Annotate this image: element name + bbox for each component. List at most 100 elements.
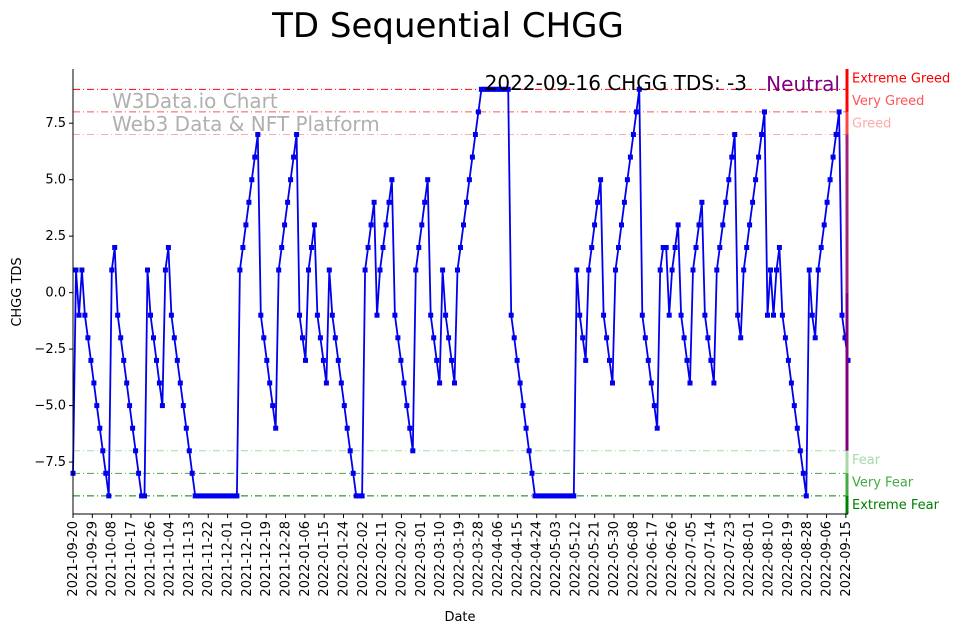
data-point	[94, 403, 100, 409]
data-point	[633, 109, 639, 115]
data-point	[517, 380, 523, 386]
level-lines: Extreme Greed Very Greed Greed Fear Very Fea…	[73, 71, 950, 513]
watermark: W3Data.io Chart Web3 Data & NFT Platform	[112, 89, 380, 136]
data-point	[779, 312, 785, 318]
data-point	[833, 132, 839, 137]
data-point	[577, 312, 583, 318]
data-point	[401, 380, 407, 386]
series-layer	[72, 88, 849, 497]
data-point	[258, 312, 264, 318]
data-point	[690, 267, 696, 273]
data-point	[732, 132, 738, 137]
data-point	[490, 86, 496, 92]
y-tick-label: 2.5	[45, 229, 66, 244]
data-point	[276, 267, 282, 273]
x-tick-label: 2021-11-13	[182, 521, 197, 597]
data-point	[431, 335, 437, 341]
data-point	[705, 335, 711, 341]
data-point	[154, 357, 159, 363]
data-point	[201, 493, 207, 499]
data-point	[204, 493, 210, 499]
data-point	[392, 312, 398, 318]
data-point	[484, 86, 490, 92]
data-point	[195, 493, 201, 499]
data-point	[514, 357, 520, 363]
x-tick-label: 2022-01-06	[298, 521, 313, 597]
data-point	[723, 199, 729, 205]
data-point	[133, 448, 139, 454]
data-point	[502, 86, 508, 92]
data-point	[73, 267, 79, 273]
level-label: Extreme Fear	[852, 498, 940, 513]
data-point	[395, 335, 401, 341]
level-label: Extreme Greed	[852, 71, 950, 86]
x-tick-label: 2021-10-08	[105, 521, 120, 597]
data-point	[168, 312, 174, 318]
data-point	[285, 199, 291, 205]
data-point	[771, 312, 776, 318]
data-point	[726, 177, 732, 183]
data-point	[708, 357, 714, 363]
x-tick-label: 2022-04-24	[530, 521, 545, 597]
data-point	[544, 493, 550, 499]
data-point	[636, 86, 642, 92]
data-point	[234, 493, 240, 499]
data-point	[109, 267, 115, 273]
data-point	[824, 199, 830, 205]
data-point	[574, 267, 580, 273]
x-tick-label: 2022-06-08	[626, 521, 641, 597]
data-point	[273, 425, 279, 431]
data-point	[148, 312, 153, 318]
data-point	[267, 380, 273, 386]
x-tick-label: 2022-01-24	[336, 521, 351, 597]
data-point	[91, 380, 97, 386]
x-tick-label: 2021-09-29	[85, 521, 100, 597]
level-label: Greed	[852, 117, 891, 132]
data-point	[472, 132, 478, 137]
data-point	[797, 448, 803, 454]
data-point	[341, 403, 347, 409]
data-point	[446, 335, 452, 341]
data-point	[356, 493, 362, 499]
data-point	[678, 312, 684, 318]
data-point	[839, 312, 845, 318]
data-point	[365, 245, 371, 250]
data-point	[329, 312, 335, 318]
data-point	[156, 380, 162, 386]
data-point	[556, 493, 562, 499]
data-point	[765, 312, 770, 318]
data-point	[693, 245, 699, 250]
data-point	[422, 199, 428, 205]
data-point	[753, 177, 759, 183]
data-point	[815, 267, 821, 273]
data-point	[225, 493, 231, 499]
data-point	[508, 312, 514, 318]
data-point	[520, 403, 526, 409]
data-point	[642, 335, 648, 341]
data-point	[478, 86, 484, 92]
x-tick-label: 2021-12-19	[259, 521, 274, 597]
x-axis-label: Date	[444, 610, 475, 625]
data-point	[186, 448, 192, 454]
y-tick-label: −5.0	[34, 399, 66, 414]
data-point	[583, 357, 589, 363]
data-point	[380, 245, 386, 250]
data-point	[282, 222, 288, 228]
data-point	[425, 177, 431, 183]
watermark-line-2: Web3 Data & NFT Platform	[112, 112, 380, 136]
data-point	[335, 357, 341, 363]
data-point	[720, 222, 726, 228]
data-point	[523, 425, 529, 431]
data-point	[344, 425, 350, 431]
data-point	[216, 493, 222, 499]
x-tick-label: 2022-08-19	[781, 521, 796, 597]
x-tick-label: 2021-11-22	[201, 521, 216, 597]
x-tick-label: 2022-02-20	[394, 521, 409, 597]
data-point	[389, 177, 395, 183]
data-point	[323, 380, 329, 386]
data-point	[213, 493, 219, 499]
data-point	[654, 425, 660, 431]
data-point	[818, 245, 824, 250]
data-point	[171, 335, 177, 341]
